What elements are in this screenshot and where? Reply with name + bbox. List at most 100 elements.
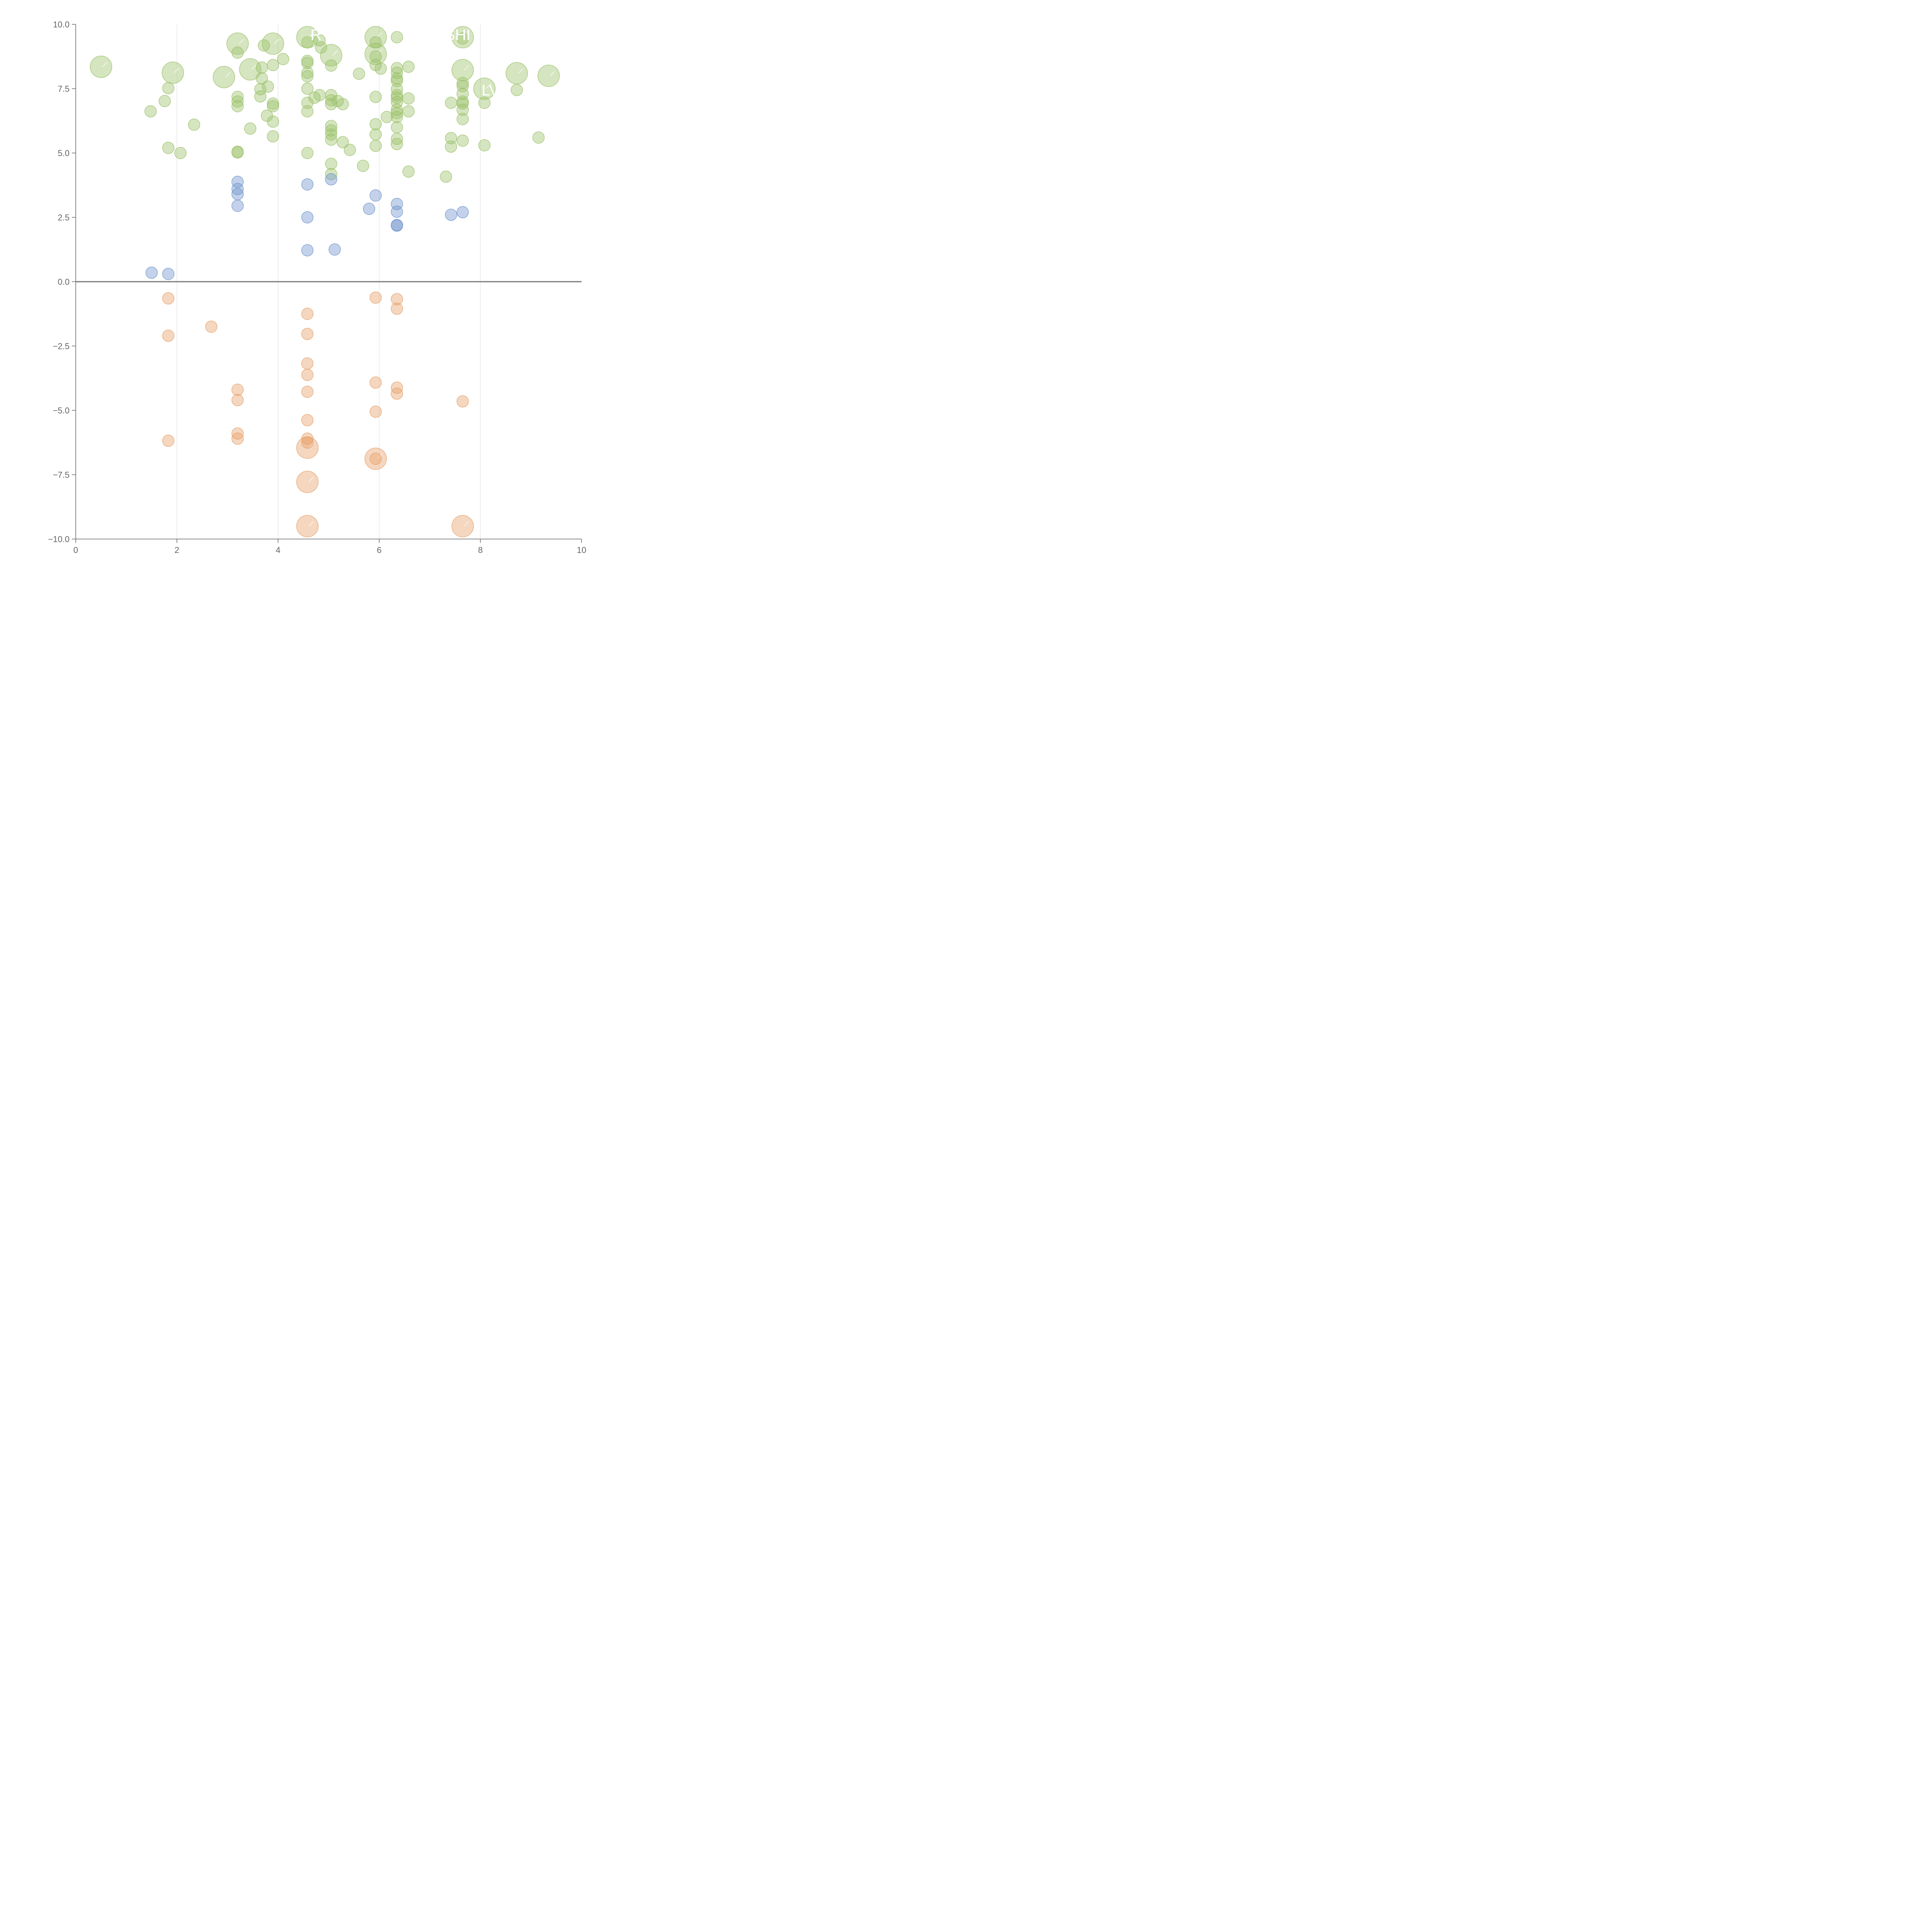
data-point [369, 452, 382, 465]
data-point [456, 395, 469, 408]
y-tick-label: 10.0 [53, 20, 70, 29]
data-point [325, 133, 337, 146]
data-point [145, 266, 158, 279]
data-point [369, 189, 382, 202]
data-point [262, 32, 284, 55]
data-point [505, 62, 528, 85]
y-tick-label: 2.5 [58, 213, 70, 223]
data-point [364, 447, 387, 470]
data-point [301, 66, 314, 79]
data-point [391, 219, 403, 232]
label-leader-line [308, 521, 314, 527]
label-leader-line [174, 68, 179, 73]
data-point [391, 303, 403, 315]
data-point [369, 291, 382, 304]
data-point [244, 122, 257, 135]
label-leader-line [102, 62, 107, 67]
label-leader-line [377, 49, 382, 54]
data-point [205, 320, 218, 333]
data-point [369, 59, 382, 71]
data-point [344, 144, 356, 156]
axes: 0 2 4 6 8 10 10.0 7.5 5.0 2.5 0.0 −2.5 −5.0 −7.5 −10.0 [48, 20, 586, 555]
data-point [337, 136, 349, 148]
data-point [402, 165, 415, 178]
data-point [213, 66, 235, 88]
data-point [456, 32, 469, 45]
label-leader-line [464, 32, 469, 37]
data-point [456, 77, 469, 89]
data-point [267, 100, 279, 112]
data-point [445, 209, 457, 221]
data-point [231, 183, 244, 195]
label-leader-line [225, 72, 231, 78]
data-point [391, 138, 403, 150]
data-point [239, 58, 262, 81]
label-leader-line [518, 68, 523, 74]
data-point [445, 97, 457, 109]
data-point [537, 65, 560, 87]
bubble-layer [90, 26, 560, 537]
data-point [337, 98, 349, 111]
data-point [325, 158, 337, 170]
data-point [325, 168, 337, 180]
data-point [391, 111, 403, 123]
data-point [301, 97, 314, 109]
data-point [162, 141, 175, 154]
label-leader-line [332, 50, 338, 56]
data-point [363, 202, 375, 215]
data-point [391, 89, 403, 101]
data-point [391, 206, 403, 218]
data-point [254, 90, 267, 103]
data-point [374, 62, 387, 75]
chart-container: 0 2 4 6 8 10 10.0 7.5 5.0 2.5 0.0 −2.5 −5.0 −7.5 −10.0… [0, 0, 597, 597]
data-point [325, 128, 337, 141]
data-point [325, 94, 337, 107]
y-tick-label: −7.5 [53, 470, 70, 480]
data-point [231, 432, 244, 445]
label-leader-line [464, 65, 469, 71]
data-point [402, 92, 415, 105]
data-point [325, 59, 337, 72]
data-point [267, 59, 279, 71]
data-point [254, 83, 267, 95]
data-point [369, 91, 382, 103]
data-point [456, 134, 469, 147]
data-point [391, 72, 403, 85]
data-point [231, 199, 244, 212]
data-point [320, 44, 342, 66]
data-point [162, 330, 175, 342]
data-point [456, 206, 469, 218]
data-point [301, 57, 314, 69]
data-point [255, 61, 268, 74]
bubble-labels: R SHI LV [310, 27, 499, 99]
data-point [162, 61, 184, 84]
data-point [369, 128, 382, 141]
data-point [301, 70, 314, 83]
bubble-text-label: R [310, 27, 321, 44]
label-leader-line [239, 39, 244, 44]
data-point [325, 124, 337, 137]
label-leader-line [308, 477, 314, 482]
data-point [90, 56, 112, 78]
x-tick-label: 8 [478, 545, 483, 555]
data-point [391, 387, 403, 400]
data-point [301, 357, 314, 370]
data-point [325, 173, 337, 185]
data-point [301, 105, 314, 117]
data-point [445, 132, 457, 145]
data-point [301, 308, 314, 320]
data-point [162, 434, 175, 447]
label-leader-line [377, 32, 382, 37]
data-point [313, 89, 326, 101]
label-leader-line [486, 83, 491, 89]
y-tick-label: 5.0 [58, 148, 70, 158]
data-point [325, 120, 337, 132]
data-point [451, 26, 474, 49]
data-point [231, 91, 244, 103]
data-point [328, 243, 341, 256]
data-point [510, 84, 523, 96]
data-point [364, 43, 387, 65]
label-leader-line [274, 39, 280, 44]
data-point [262, 80, 274, 93]
y-tick-label: −5.0 [53, 406, 70, 415]
